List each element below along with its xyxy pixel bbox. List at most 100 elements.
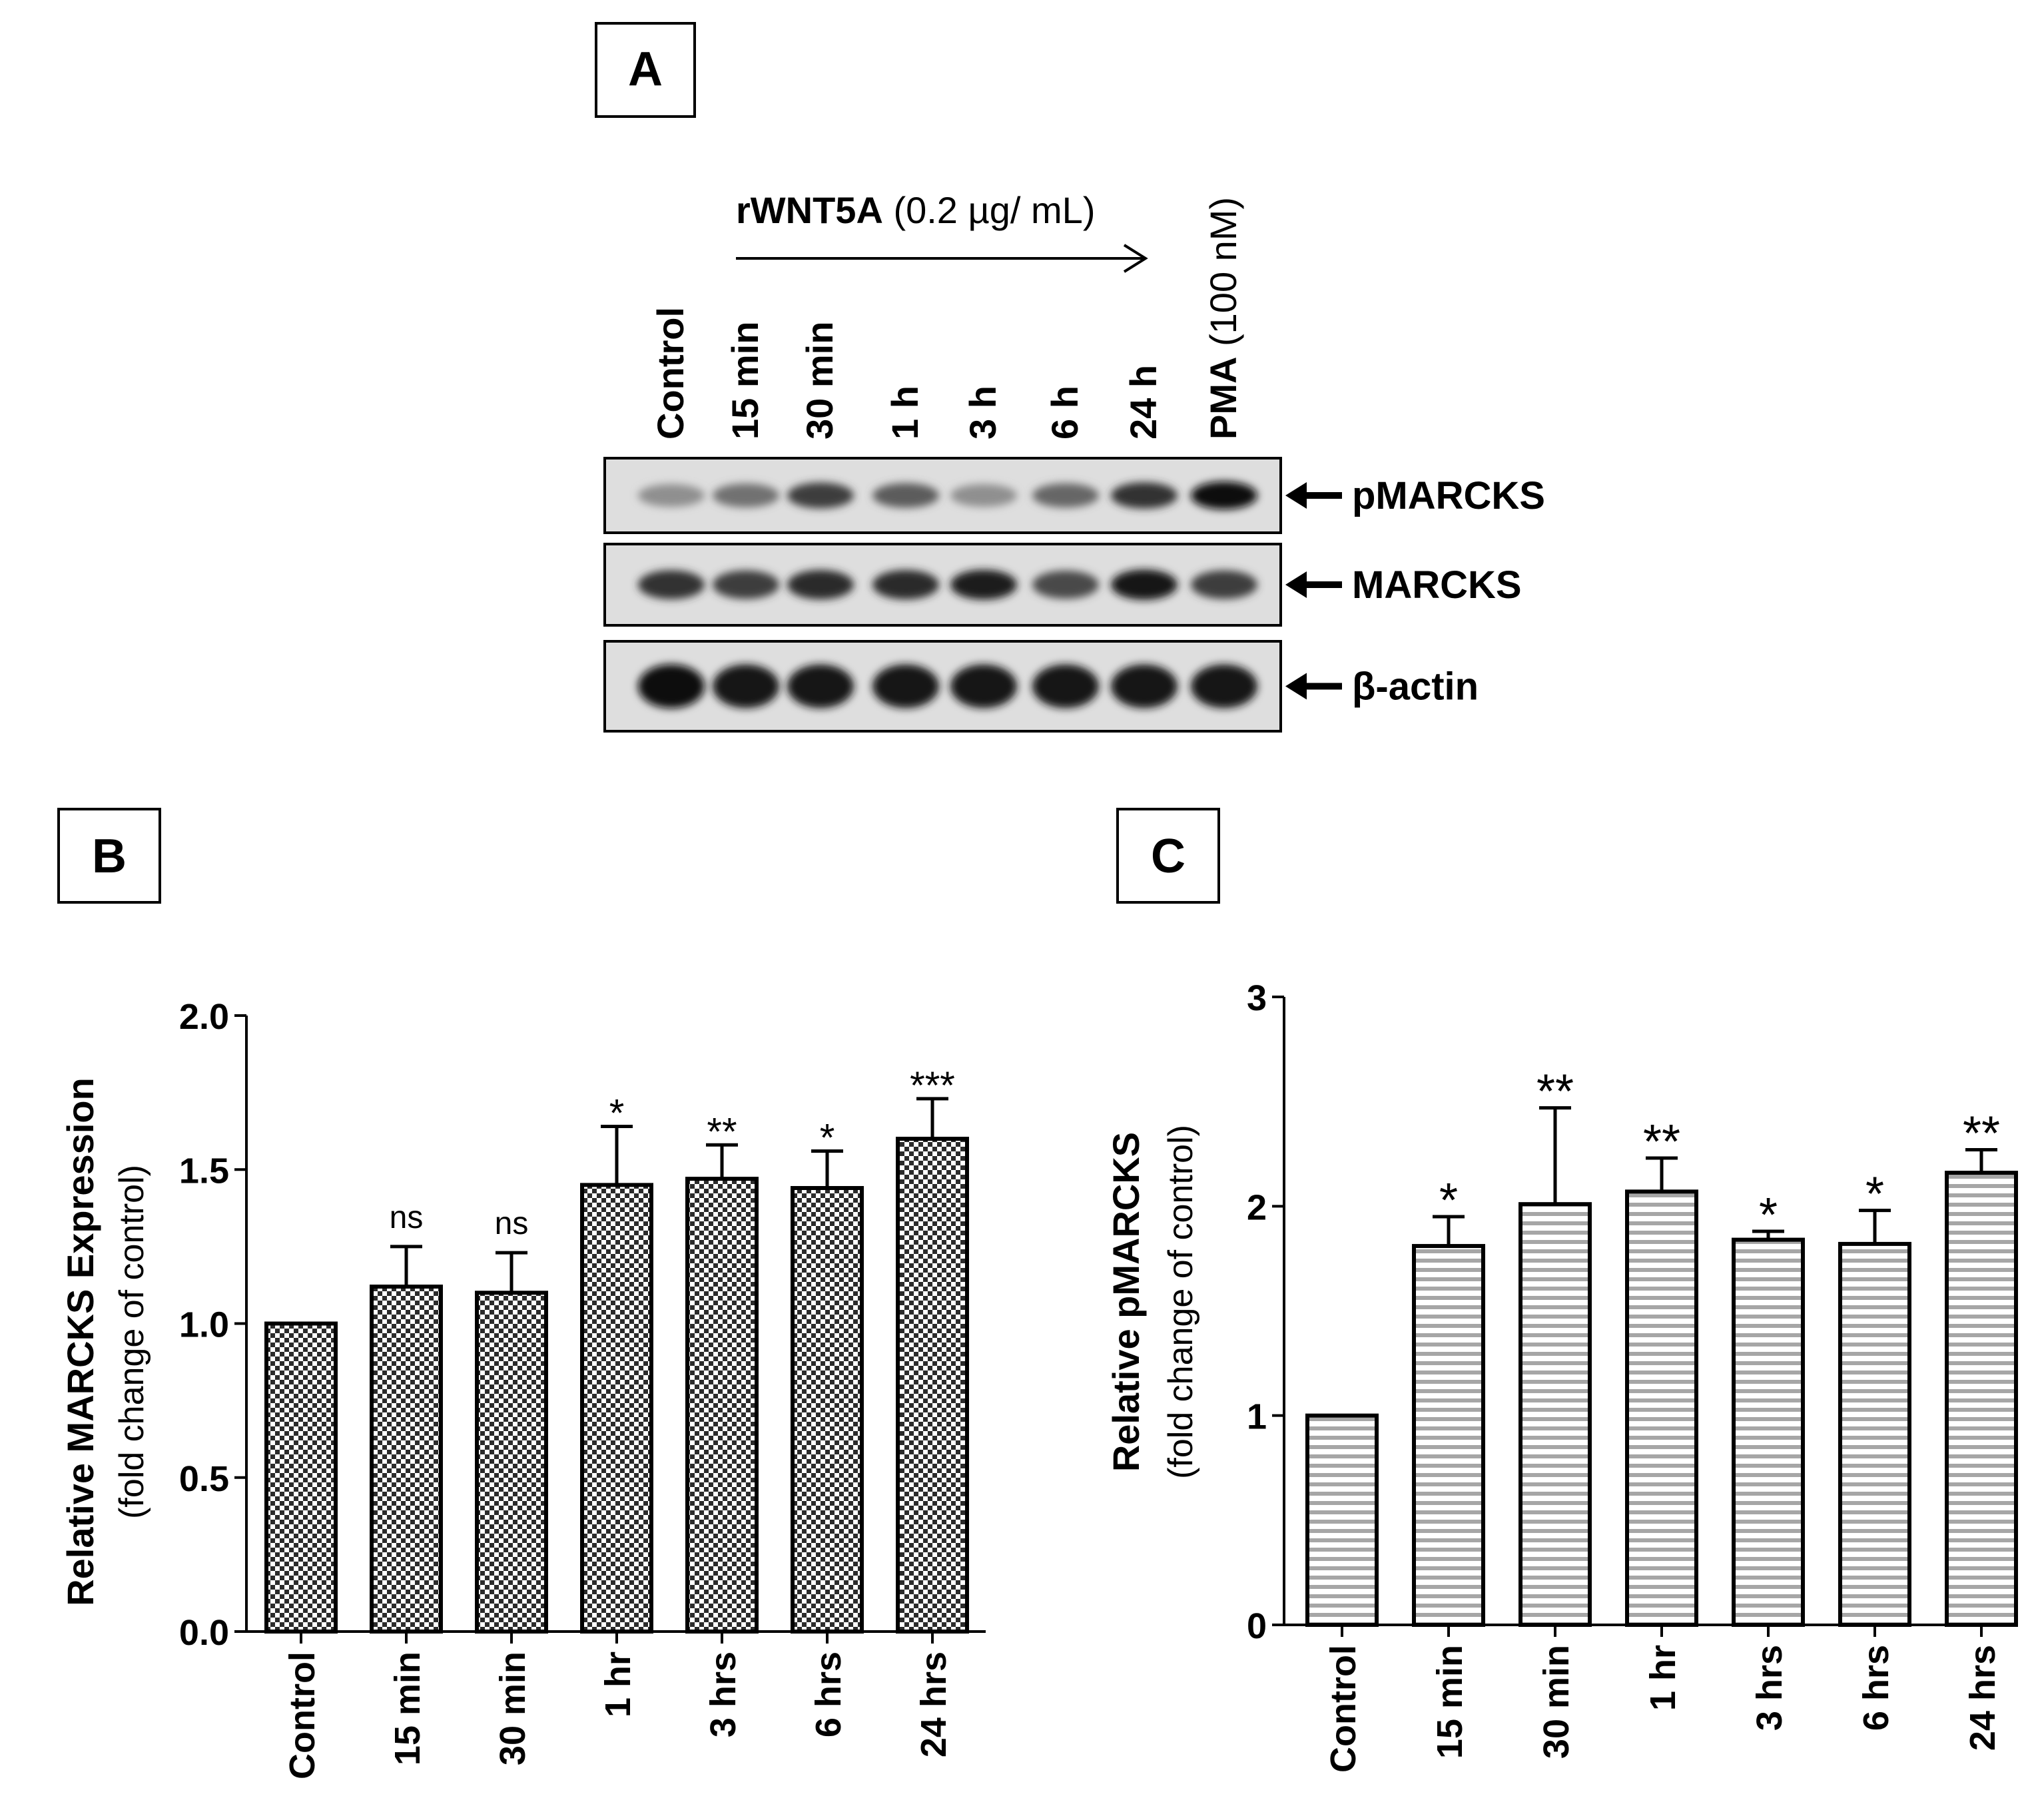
panel-b: B Relative MARCKS Expression (fold chang… <box>57 808 986 1779</box>
bar <box>264 1321 338 1634</box>
panel-b-label: B <box>92 830 127 883</box>
bar <box>1945 1171 2018 1628</box>
x-tick-label: Control <box>282 1652 322 1779</box>
panel-b-label-box <box>57 808 161 904</box>
western-blots: pMARCKS MARCKS β-actin <box>603 457 1545 733</box>
blot-band <box>950 569 1017 600</box>
x-tick-label: 15 min <box>1430 1645 1470 1759</box>
bar <box>685 1177 759 1634</box>
y-tick-label: 1.0 <box>179 1305 229 1345</box>
bar <box>1518 1202 1592 1627</box>
bar <box>791 1186 864 1634</box>
blot-arrow-head <box>1285 482 1307 509</box>
blot-band <box>1032 570 1099 599</box>
lane-label: 15 min <box>724 322 766 440</box>
blot-band <box>1111 482 1178 509</box>
lane-label-name: 15 min <box>724 322 766 440</box>
significance-label: ** <box>1963 1107 2000 1160</box>
bar <box>580 1183 653 1634</box>
panel-c-label-box <box>1116 808 1220 904</box>
lane-label-name: 24 h <box>1122 365 1164 440</box>
blot-band <box>950 483 1017 507</box>
blot-band <box>638 483 705 507</box>
x-tick-label: 15 min <box>388 1652 428 1765</box>
panel-a-label: A <box>628 43 663 96</box>
significance-label: ** <box>1643 1115 1680 1169</box>
y-tick-label: 0.0 <box>179 1613 229 1653</box>
blot-label: MARCKS <box>1352 563 1522 607</box>
lane-label: PMA (100 nM) <box>1202 197 1244 440</box>
blot-arrow-head <box>1285 571 1307 598</box>
treatment-name: rWNT5A <box>736 189 883 231</box>
chart-b-ylabel: Relative MARCKS Expression <box>59 1077 101 1606</box>
lane-label-name: 3 h <box>962 386 1004 440</box>
blot-band <box>872 483 939 508</box>
blot-frame <box>603 457 1282 534</box>
chart-c-ylabel: Relative pMARCKS <box>1105 1132 1147 1472</box>
blot-strip: pMARCKS <box>603 457 1545 534</box>
blot-band <box>872 569 939 600</box>
significance-label: ns <box>495 1206 529 1241</box>
significance-label: * <box>609 1092 625 1135</box>
blot-band <box>1191 481 1257 509</box>
blot-strip: β-actin <box>603 640 1479 733</box>
blot-label: pMARCKS <box>1352 474 1545 517</box>
chart-b-ylabel-sub: (fold change of control) <box>113 1165 151 1519</box>
treatment-dose: (0.2 µg/ mL) <box>883 189 1096 231</box>
x-tick-label: 24 hrs <box>1963 1645 2003 1751</box>
treatment-label: rWNT5A (0.2 µg/ mL) <box>736 189 1095 231</box>
panel-a: A rWNT5A (0.2 µg/ mL) Control 15 min 30 mi… <box>595 22 1545 733</box>
blot-band <box>787 482 854 509</box>
y-tick-label: 3 <box>1247 978 1267 1018</box>
x-tick-label: 30 min <box>493 1652 533 1765</box>
chart-b: 0.0 0.5 1.0 1.5 2.0 Control ns 15 min ns 30 min * 1… <box>179 997 986 1779</box>
lane-label-name: Control <box>649 307 691 440</box>
time-course-arrow-head <box>1123 244 1148 273</box>
significance-label: ** <box>1536 1065 1574 1119</box>
x-tick-label: 6 hrs <box>1856 1645 1896 1731</box>
blot-frame <box>603 543 1282 627</box>
bar <box>370 1285 443 1634</box>
bar <box>1732 1237 1805 1628</box>
lane-label-name: PMA <box>1202 357 1244 440</box>
lane-label: 1 h <box>884 386 926 440</box>
blot-band <box>638 570 705 599</box>
y-tick-label: 2.0 <box>179 997 229 1037</box>
x-tick-label: 1 hr <box>1643 1645 1683 1711</box>
lane-label: 6 h <box>1044 386 1086 440</box>
x-tick-label: 3 hrs <box>1750 1645 1790 1731</box>
bar <box>1305 1413 1379 1628</box>
chart-c: 0 1 2 3 Control * 15 min ** 30 min ** 1 hr * 3 hrs * 6… <box>1247 978 2018 1773</box>
bar <box>896 1137 969 1634</box>
blot-frame <box>603 640 1282 733</box>
blot-band <box>1191 570 1257 599</box>
y-tick-label: 1.5 <box>179 1151 229 1191</box>
lane-labels: Control 15 min 30 min 1 h 3 h 6 h 24 h PMA (100… <box>649 197 1244 440</box>
blot-strip: MARCKS <box>603 543 1522 627</box>
lane-label: 24 h <box>1122 365 1164 440</box>
blot-label: β-actin <box>1352 665 1479 709</box>
significance-label: ns <box>390 1200 424 1235</box>
x-tick-label: 24 hrs <box>914 1652 954 1757</box>
y-tick-label: 2 <box>1247 1187 1267 1227</box>
lane-label: 30 min <box>799 322 841 440</box>
blot-band <box>713 664 779 709</box>
lane-label: 3 h <box>962 386 1004 440</box>
blot-band <box>1111 664 1178 709</box>
blot-band <box>1032 664 1099 709</box>
x-tick-label: 30 min <box>1536 1645 1576 1759</box>
x-tick-label: 1 hr <box>598 1652 638 1717</box>
blot-band <box>713 483 779 507</box>
blot-band <box>1111 569 1178 600</box>
lane-label-detail: (100 nM) <box>1202 197 1244 357</box>
bar <box>475 1291 548 1634</box>
significance-label: ** <box>707 1110 737 1153</box>
lane-label: Control <box>649 307 691 440</box>
lane-label-name: 1 h <box>884 386 926 440</box>
bar <box>1412 1244 1485 1627</box>
significance-label: * <box>1759 1189 1778 1242</box>
blot-band <box>638 664 705 709</box>
x-tick-label: Control <box>1323 1645 1363 1773</box>
panel-c-label: C <box>1151 830 1185 883</box>
